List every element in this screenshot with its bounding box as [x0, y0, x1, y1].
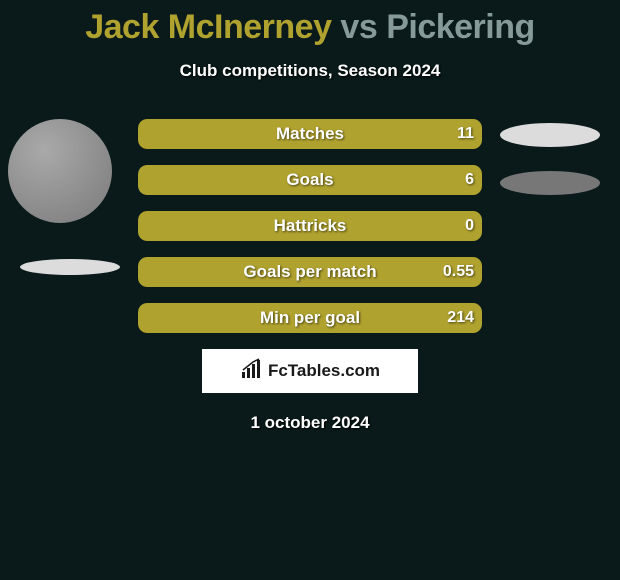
stat-bar: Matches 11	[138, 119, 482, 149]
stat-value-p1: 11	[457, 125, 474, 143]
stat-bar: Min per goal 214	[138, 303, 482, 333]
stat-bar: Goals per match 0.55	[138, 257, 482, 287]
subtitle: Club competitions, Season 2024	[0, 61, 620, 81]
stat-label: Matches	[138, 124, 482, 144]
stat-label: Hattricks	[138, 216, 482, 236]
title-vs: vs	[331, 8, 386, 46]
date-text: 1 october 2024	[0, 413, 620, 433]
logo-box: FcTables.com	[202, 349, 418, 393]
page-title: Jack McInerney vs Pickering	[0, 0, 620, 47]
stat-bar: Hattricks 0	[138, 211, 482, 241]
barchart-icon	[240, 358, 264, 385]
player1-avatar	[8, 119, 112, 223]
stat-label: Goals	[138, 170, 482, 190]
stat-value-p1: 214	[447, 309, 474, 327]
comparison-area: Matches 11 Goals 6 Hattricks 0 Goals per…	[0, 119, 620, 333]
infographic-root: Jack McInerney vs Pickering Club competi…	[0, 0, 620, 580]
stat-bars: Matches 11 Goals 6 Hattricks 0 Goals per…	[138, 119, 482, 333]
stat-value-p1: 0.55	[443, 263, 474, 281]
player2-shadow-2	[500, 171, 600, 195]
player1-shadow	[20, 259, 120, 275]
player2-shadow-1	[500, 123, 600, 147]
stat-label: Goals per match	[138, 262, 482, 282]
logo-text: FcTables.com	[268, 361, 380, 381]
title-player2: Pickering	[386, 8, 535, 46]
stat-value-p1: 6	[465, 171, 474, 189]
stat-value-p1: 0	[465, 217, 474, 235]
title-player1: Jack McInerney	[85, 8, 331, 46]
stat-label: Min per goal	[138, 308, 482, 328]
stat-bar: Goals 6	[138, 165, 482, 195]
